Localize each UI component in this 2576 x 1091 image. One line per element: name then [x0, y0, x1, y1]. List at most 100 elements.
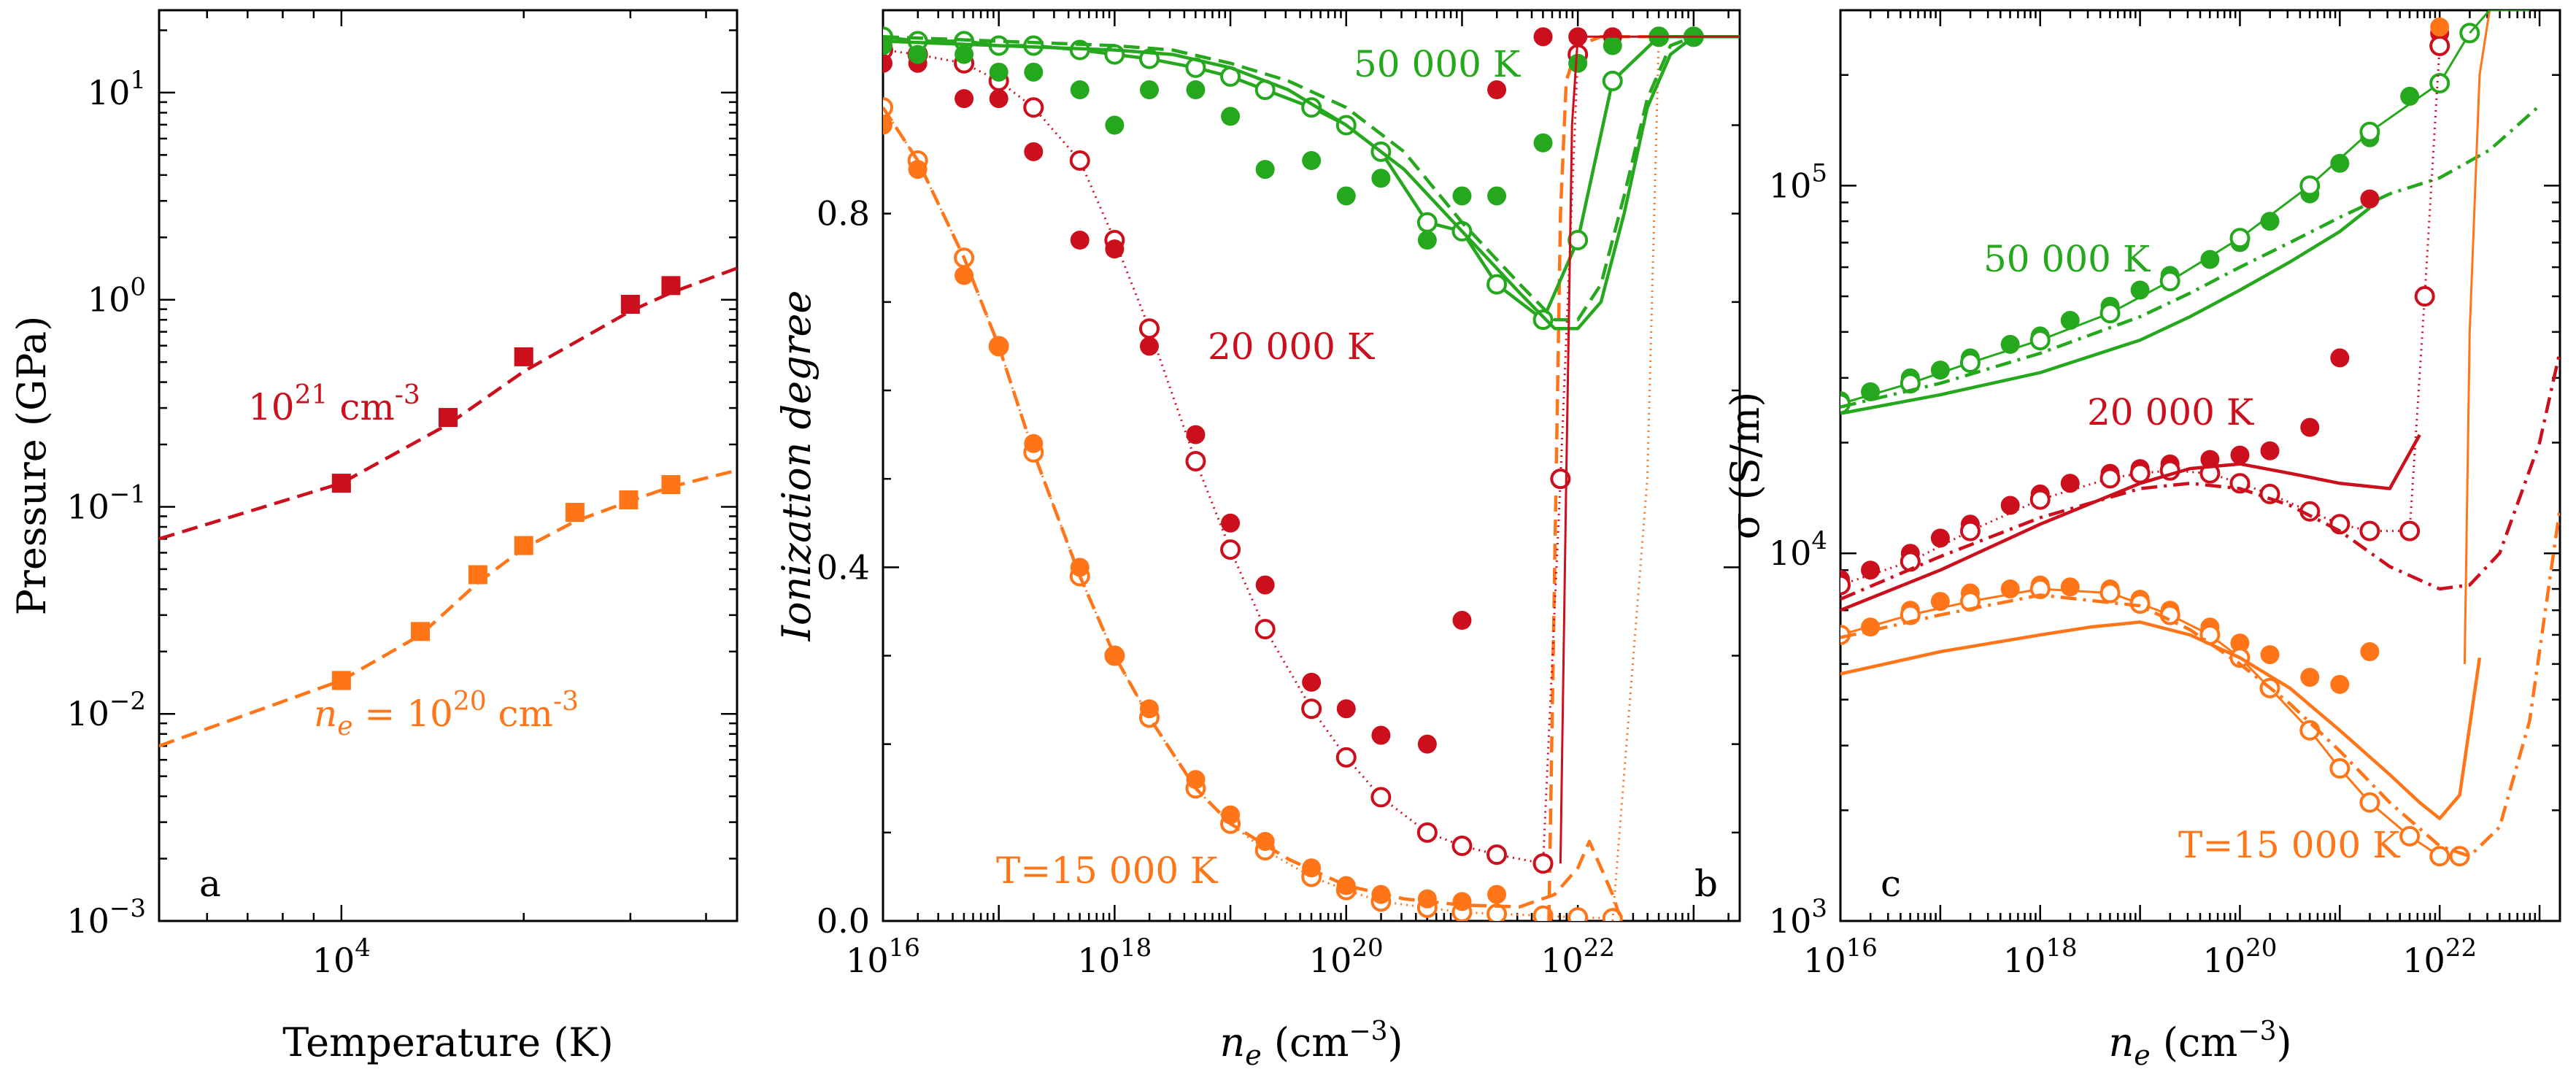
data-point: [2414, 286, 2435, 307]
data-point: [2360, 642, 2380, 662]
data-point: [2359, 792, 2380, 813]
data-point: [1220, 539, 1241, 560]
data-point: [2060, 577, 2080, 597]
annotation-ann_15k: T=15 000 K: [996, 849, 1219, 892]
ticks: [158, 10, 737, 922]
annotation-ann_15k: T=15 000 K: [2178, 824, 2401, 866]
data-point: [1532, 853, 1554, 874]
x-tick-label: 1020: [2203, 933, 2278, 980]
data-point: [1255, 160, 1275, 180]
data-point: [2199, 463, 2221, 484]
series-line: [2469, 10, 2530, 34]
data-point: [1486, 274, 1508, 295]
x-axis-label: Temperature (K): [282, 1019, 613, 1065]
x-tick-label: 1020: [1309, 933, 1384, 980]
data-point: [1302, 150, 1322, 170]
data-point: [2429, 72, 2450, 93]
data-point: [2099, 303, 2121, 324]
y-tick-label: 104: [1769, 526, 1827, 573]
data-point: [1139, 336, 1159, 356]
x-tick-label: 104: [312, 933, 371, 980]
series-line: [883, 107, 1626, 921]
data-point: [2430, 18, 2450, 37]
y-tick-label: 105: [1769, 158, 1827, 205]
data-point: [2429, 35, 2450, 56]
data-point: [2260, 645, 2280, 665]
data-point: [2330, 153, 2350, 173]
data-point: [989, 62, 1009, 82]
data-point: [2029, 489, 2051, 510]
panel-b-ionization: 1016 1018 1020 1022 0.0 0.4 0.8 ne (cm−3) Ioniza…: [774, 9, 1741, 1071]
x-tick-label: 1022: [2402, 933, 2477, 980]
panel-letter: c: [1881, 863, 1901, 905]
data-point: [1023, 97, 1044, 118]
data-point: [2399, 825, 2421, 847]
data-point: [1370, 787, 1392, 808]
series-line: [1611, 35, 1740, 921]
data-point: [2399, 520, 2421, 541]
x-axis-label: ne (cm−3): [1219, 1017, 1403, 1071]
series-line: [1840, 207, 2371, 415]
data-point: [955, 266, 974, 285]
data-point: [1532, 309, 1554, 331]
x-tick-label: 1016: [1803, 933, 1878, 980]
data-point: [955, 45, 974, 64]
y-axis-label: Pressure (GPa): [9, 316, 55, 616]
data-point: [1416, 212, 1438, 233]
data-point: [883, 53, 892, 73]
data-point: [1138, 318, 1160, 339]
data-point: [1417, 889, 1437, 909]
panel-c-conductivity: 1016 1018 1020 1022 103 104 105 ne (cm−3) σ (S/m…: [1722, 9, 2561, 1071]
plot-area: [883, 26, 1740, 921]
data-point: [1452, 186, 1472, 206]
series-line: [1840, 104, 2541, 409]
y-axis-label: σ (S/m): [1722, 392, 1768, 540]
data-point: [1105, 115, 1125, 135]
data-point: [1930, 528, 1950, 548]
data-point: [2099, 582, 2121, 604]
data-point: [2359, 121, 2380, 142]
data-point: [1452, 892, 1472, 911]
y-tick-label: 10−3: [66, 894, 146, 941]
axes-frame: [882, 9, 1741, 922]
data-point: [1069, 150, 1090, 171]
data-point: [1550, 469, 1571, 490]
data-point: [1451, 836, 1473, 857]
data-point: [1568, 53, 1588, 73]
data-point: [1186, 425, 1206, 444]
data-point: [2300, 417, 2320, 437]
series-line: [1547, 35, 1740, 921]
y-tick-label: 10−2: [66, 687, 146, 733]
data-point: [1024, 142, 1044, 161]
data-point: [1139, 699, 1159, 719]
data-point: [2159, 271, 2180, 292]
data-point: [2229, 228, 2251, 249]
data-point: [1105, 239, 1125, 259]
series-line: [1559, 35, 1740, 864]
annotation-ann_20k: 20 000 K: [1208, 325, 1376, 368]
data-point: [1533, 27, 1553, 47]
annotation-ann_50k: 50 000 K: [1983, 238, 2151, 280]
data-point: [1336, 186, 1356, 206]
y-tick-label: 0.8: [817, 194, 870, 234]
y-axis-label: Ionization degree: [774, 290, 820, 642]
data-point: [1024, 62, 1044, 82]
data-point: [1417, 231, 1437, 250]
series-line: [1840, 587, 2460, 857]
data-point: [1185, 450, 1206, 471]
annotation-ann_1e20: ne = 1020 cm-3: [314, 687, 579, 741]
data-point: [2229, 473, 2251, 494]
data-point: [2230, 633, 2250, 653]
data-point: [1602, 70, 1623, 91]
data-point: [2329, 757, 2351, 779]
series-line: [159, 469, 737, 748]
data-point: [1452, 611, 1472, 631]
data-point: [1959, 352, 1981, 373]
data-point: [2260, 441, 2280, 460]
data-point: [620, 295, 640, 315]
data-point: [1840, 393, 1851, 415]
data-point: [1105, 646, 1125, 666]
data-point: [2230, 445, 2250, 465]
panel-a-pressure: 104 10−3 10−2 10−1 100 101 Temperature (K) Pres…: [9, 9, 739, 1065]
series-line: [1840, 511, 2560, 858]
